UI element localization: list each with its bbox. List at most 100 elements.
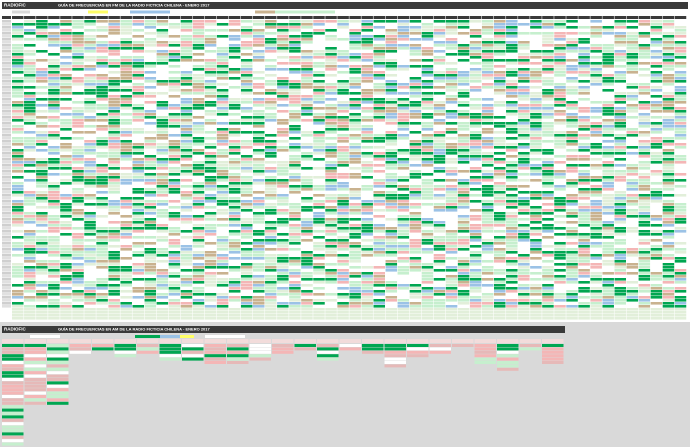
cell — [602, 158, 614, 161]
cell — [36, 110, 48, 113]
cell — [48, 248, 60, 251]
cell — [253, 74, 265, 77]
cell — [277, 56, 289, 59]
cell — [216, 83, 229, 86]
cell — [289, 68, 301, 71]
cell — [48, 53, 60, 56]
cell — [301, 209, 313, 212]
cell — [325, 56, 337, 59]
cell — [24, 272, 36, 275]
cell — [253, 95, 265, 98]
cell — [638, 155, 651, 158]
cell — [277, 206, 289, 209]
cell — [180, 26, 193, 29]
cell — [192, 89, 205, 92]
cell — [301, 257, 313, 260]
cell — [494, 260, 506, 263]
cell — [614, 119, 626, 122]
cell — [180, 83, 193, 86]
cell — [445, 110, 458, 113]
cell — [481, 44, 494, 47]
cell — [349, 212, 361, 215]
cell — [349, 263, 361, 266]
cell — [481, 83, 494, 86]
cell — [373, 59, 385, 62]
cell — [674, 98, 687, 101]
cell — [301, 212, 313, 215]
cell — [48, 113, 60, 116]
cell — [289, 239, 301, 242]
cell — [409, 158, 422, 161]
cell — [662, 98, 675, 101]
cell — [313, 164, 325, 167]
cell — [289, 176, 301, 179]
cell — [674, 179, 687, 182]
cell — [192, 62, 205, 65]
cell — [361, 113, 373, 116]
cell — [361, 257, 373, 260]
cell — [650, 50, 663, 53]
cell — [469, 161, 482, 164]
cell — [638, 185, 651, 188]
cell — [72, 200, 84, 203]
cell — [337, 56, 349, 59]
cell — [24, 266, 36, 269]
cell — [60, 212, 72, 215]
cell — [469, 65, 482, 68]
cell — [349, 218, 361, 221]
cell — [289, 35, 301, 38]
cell — [650, 275, 663, 278]
cell — [590, 233, 602, 236]
cell — [457, 212, 470, 215]
cell — [132, 77, 144, 80]
cell — [144, 77, 157, 80]
cell — [518, 149, 530, 152]
column-header — [590, 16, 602, 19]
cell — [530, 272, 542, 275]
cell — [421, 44, 434, 47]
cell — [192, 95, 205, 98]
cell — [530, 50, 542, 53]
cell — [96, 131, 108, 134]
cell — [602, 125, 614, 128]
cell — [445, 128, 458, 131]
cell — [349, 137, 361, 140]
cell — [192, 77, 205, 80]
cell — [144, 224, 157, 227]
cell — [494, 266, 506, 269]
cell — [132, 251, 144, 254]
cell — [60, 47, 72, 50]
cell — [144, 155, 157, 158]
cell — [614, 77, 626, 80]
cell — [337, 152, 349, 155]
cell — [253, 269, 265, 272]
cell — [12, 239, 24, 242]
cell — [457, 236, 470, 239]
cell — [108, 191, 120, 194]
cell — [228, 194, 241, 197]
cell — [397, 227, 410, 230]
cell — [156, 113, 169, 116]
cell — [60, 107, 72, 110]
cell — [530, 224, 542, 227]
cell — [144, 92, 157, 95]
cell — [602, 221, 614, 224]
cell — [614, 161, 626, 164]
cell — [265, 74, 277, 77]
cell — [445, 173, 458, 176]
row-label — [2, 29, 11, 32]
cell — [626, 32, 639, 35]
cell — [216, 131, 229, 134]
cell — [349, 254, 361, 257]
cell — [313, 131, 325, 134]
cell — [421, 221, 434, 224]
cell — [530, 254, 542, 257]
cell — [674, 182, 687, 185]
cell — [361, 161, 373, 164]
cell — [108, 68, 120, 71]
cell — [542, 176, 554, 179]
cell — [361, 149, 373, 152]
cell — [397, 20, 410, 23]
cell — [301, 146, 313, 149]
cell — [192, 239, 205, 242]
